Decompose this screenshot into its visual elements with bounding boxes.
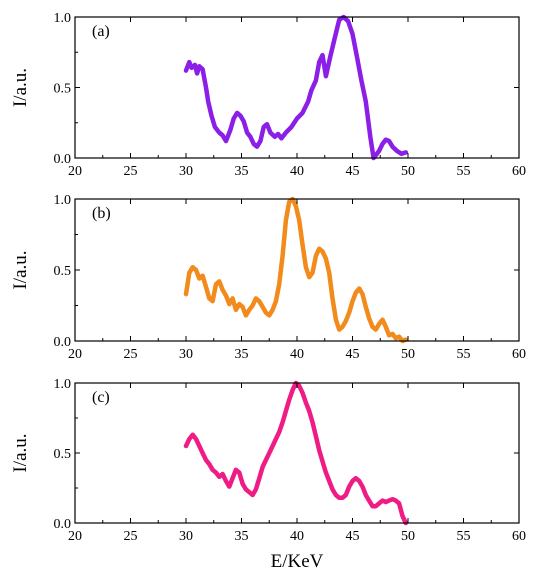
x-axis-title-2: E/KeV [271,551,324,572]
series-line-1-0 [183,196,409,344]
y-axis-title-1: I/a.u. [10,250,31,289]
x-tick-label-1-2: 30 [179,347,193,362]
y-tick-label-2-1: 0.5 [54,447,72,462]
x-tick-label-2-3: 35 [235,529,249,544]
chart-panel-2: 20 25 30 35 40 45 50 55 60 0.0 0.5 1.0 I/a.u. (c) E/Ke… [10,377,526,572]
chart-panel-1: 20 25 30 35 40 45 50 55 60 0.0 0.5 1.0 I/a.u. (b) [10,193,526,362]
x-tick-label-2-0: 20 [68,529,82,544]
y-tick-label-1-1: 0.5 [54,264,72,279]
y-axis-title-0: I/a.u. [10,68,31,107]
x-tick-label-2-1: 25 [124,529,138,544]
x-tick-label-0-0: 20 [68,164,82,179]
x-tick-label-2-6: 50 [401,529,415,544]
x-tick-label-0-8: 60 [512,164,526,179]
x-tick-label-0-1: 25 [124,164,138,179]
y-tick-label-0-1: 0.5 [54,82,72,97]
x-tick-label-1-6: 50 [401,347,415,362]
y-tick-label-1-0: 0.0 [54,335,72,350]
x-tick-label-0-7: 55 [457,164,471,179]
y-tick-label-0-0: 0.0 [54,152,72,167]
x-tick-label-2-5: 45 [346,529,360,544]
y-tick-label-2-2: 1.0 [54,377,72,392]
y-axis-title-2: I/a.u. [10,433,31,472]
x-tick-label-0-5: 45 [346,164,360,179]
x-tick-label-1-0: 20 [68,347,82,362]
series-line-2-0 [183,380,409,526]
panel-label-2: (c) [92,389,110,406]
x-tick-label-0-6: 50 [401,164,415,179]
x-tick-label-1-3: 35 [235,347,249,362]
x-tick-label-0-4: 40 [290,164,304,179]
panel-label-0: (a) [92,23,110,40]
x-tick-label-1-1: 25 [124,347,138,362]
y-tick-label-2-0: 0.0 [54,517,72,532]
x-tick-label-0-2: 30 [179,164,193,179]
y-tick-label-1-2: 1.0 [54,193,72,208]
x-tick-label-1-8: 60 [512,347,526,362]
x-tick-label-2-2: 30 [179,529,193,544]
x-tick-label-2-4: 40 [290,529,304,544]
plot-frame-0 [74,16,520,159]
panel-label-1: (b) [92,205,111,222]
x-tick-label-0-3: 35 [235,164,249,179]
x-tick-label-1-4: 40 [290,347,304,362]
plot-frame-2 [74,382,520,524]
x-tick-label-2-7: 55 [457,529,471,544]
chart-panel-0: 20 25 30 35 40 45 50 55 60 0.0 0.5 1.0 I/a.u. (a) [10,11,526,179]
x-tick-label-2-8: 60 [512,529,526,544]
x-tick-label-1-5: 45 [346,347,360,362]
series-line-0-0 [183,14,409,161]
y-tick-label-0-2: 1.0 [54,11,72,26]
x-tick-label-1-7: 55 [457,347,471,362]
